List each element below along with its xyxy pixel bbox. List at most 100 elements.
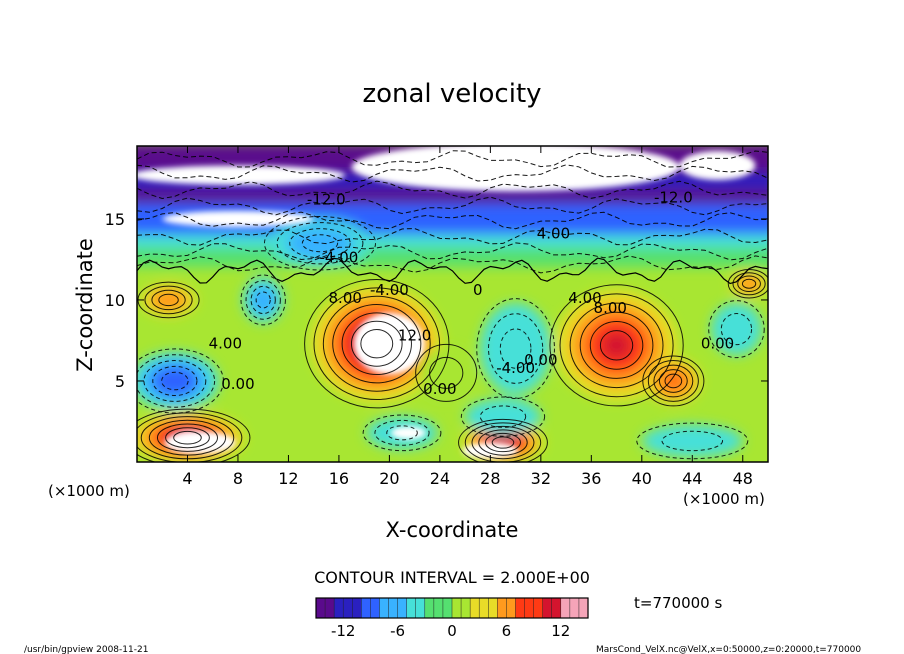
contour-line <box>732 272 766 296</box>
contour-line <box>737 275 761 293</box>
contour-line <box>708 300 765 359</box>
colorbar-cell <box>370 598 381 618</box>
contour-line <box>137 408 251 462</box>
contour-line <box>137 255 768 274</box>
colorbar-cell <box>479 598 489 618</box>
contour-line <box>289 228 351 259</box>
contour-line <box>137 150 768 168</box>
contour-line <box>471 425 535 460</box>
field-blob <box>666 375 681 387</box>
saturated-region <box>390 426 426 440</box>
contour-line <box>276 222 364 265</box>
contour-line <box>137 164 768 183</box>
colorbar-cell <box>569 598 580 618</box>
y-tick-label: 5 <box>115 372 125 391</box>
contour-label: -12.0 <box>307 190 346 208</box>
contour-line <box>429 356 464 389</box>
plot-frame <box>136 145 769 463</box>
saturated-region <box>137 165 346 185</box>
contour-label: -4.00 <box>496 359 535 377</box>
contour-line <box>464 422 542 462</box>
contour-line <box>599 330 634 361</box>
field-blob <box>497 325 534 372</box>
contour-line <box>386 425 418 441</box>
contour-line <box>484 432 521 453</box>
field-blob <box>159 294 178 306</box>
contour-line <box>301 234 339 253</box>
contour-line <box>661 430 724 452</box>
field-blob <box>163 373 186 389</box>
colorbar-cell <box>497 598 507 618</box>
y-axis: 5 10 15 <box>105 210 768 391</box>
field-blob <box>667 432 718 450</box>
contour-label: 8.00 <box>594 299 627 317</box>
field-blob <box>742 279 756 289</box>
colorbar-cell <box>406 598 417 618</box>
contour-line <box>143 360 207 402</box>
contour-line <box>322 295 431 392</box>
chart-title: zonal velocity <box>362 79 541 109</box>
colorbar-cell <box>343 598 353 618</box>
contour-label: -12.0 <box>654 189 693 207</box>
contour-label: 8.00 <box>329 289 362 307</box>
footer-left: /usr/bin/gpview 2008-11-21 <box>24 645 148 654</box>
colorbar-cell <box>352 598 362 618</box>
contour-line <box>173 430 202 445</box>
y-axis-label: Z-coordinate <box>73 238 97 372</box>
contour-line <box>137 412 243 462</box>
colorbar-tick-label: -12 <box>331 622 356 640</box>
contour-interval-text: CONTOUR INTERVAL = 2.000E+00 <box>314 568 590 587</box>
x-tick-label: 32 <box>531 469 551 488</box>
colorbar-tick-label: 6 <box>502 622 512 640</box>
contour-label: 0.00 <box>701 335 734 353</box>
contour-line <box>415 343 478 402</box>
x-axis: 4 8 12 16 20 24 28 32 36 40 44 48 <box>182 146 753 488</box>
field-blob <box>303 235 337 252</box>
contour-line <box>579 311 654 379</box>
colorbar-cell <box>361 598 371 618</box>
colorbar-cell <box>551 598 562 618</box>
contour-line <box>589 320 644 370</box>
contour-labels: -12.0 -12.04.00-4.008.008.004.0012.04.000… <box>209 189 735 398</box>
y-tick-label: 10 <box>105 291 125 310</box>
x-tick-label: 48 <box>733 469 753 488</box>
colorbar-cell <box>415 598 426 618</box>
colorbar-cell <box>524 598 535 618</box>
plot-area: -12.0 -12.04.00-4.008.008.004.0012.04.000… <box>136 145 769 463</box>
field-blob <box>723 316 750 343</box>
colorbar-cell <box>379 598 390 618</box>
contour-line <box>374 419 430 446</box>
contour-label: 0 <box>473 281 483 299</box>
contour-line <box>647 360 699 402</box>
contour-line <box>250 285 276 315</box>
contour-label: 12.0 <box>398 326 431 344</box>
field-blob <box>418 346 474 399</box>
contour-line <box>499 328 532 369</box>
field-blob <box>601 331 632 360</box>
contour-line <box>137 211 768 230</box>
time-text: t=770000 s <box>634 594 722 612</box>
contour-label: 0.00 <box>423 380 456 398</box>
x-tick-label: 20 <box>379 469 399 488</box>
contour-line <box>479 405 527 428</box>
contour-line <box>137 354 216 408</box>
contour-line <box>360 329 394 359</box>
x-unit-right: (×1000 m) <box>683 490 765 508</box>
contour-line <box>549 284 684 407</box>
x-tick-label: 40 <box>632 469 652 488</box>
footer-right: MarsCond_VelX.nc@VelX,x=0:50000,z=0:2000… <box>596 645 861 654</box>
colorbar-cell <box>470 598 480 618</box>
velocity-field <box>137 146 768 462</box>
contour-line <box>332 304 422 384</box>
contour-line <box>636 422 749 460</box>
contour-line <box>161 371 189 391</box>
x-tick-label: 44 <box>682 469 702 488</box>
colorbar-cell <box>325 598 335 618</box>
contour-line <box>569 302 664 389</box>
colorbar-tick-label: 0 <box>447 622 457 640</box>
contour-line <box>458 418 548 462</box>
contour-line <box>741 278 757 289</box>
x-tick-label: 8 <box>233 469 243 488</box>
contour-label: -4.00 <box>320 249 359 267</box>
contour-line <box>151 289 186 311</box>
